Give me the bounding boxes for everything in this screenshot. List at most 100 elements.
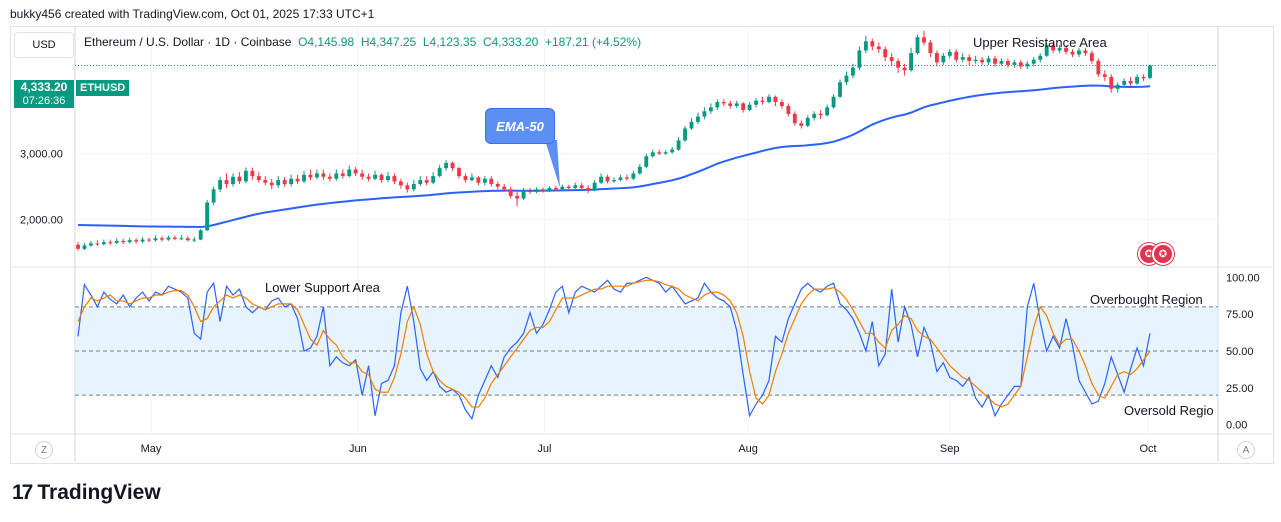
candle-body [1141,76,1146,79]
candle [870,38,875,51]
candle-body [541,189,545,191]
candle-body [676,140,681,150]
candle [205,199,210,231]
candle [863,35,868,54]
candle-body [986,58,991,63]
candle [902,63,907,76]
candle [986,55,991,66]
candle [334,169,339,181]
candle [631,170,636,181]
candle-body [1128,80,1133,84]
candle-body [1096,61,1101,75]
candle [1057,45,1062,54]
candle [941,53,946,66]
candle [909,47,913,72]
candle-body [947,51,952,56]
candle [1077,47,1081,58]
candle [405,182,410,193]
timezone-z-button[interactable]: Z [35,441,53,459]
candle [302,170,306,184]
candle [883,46,888,62]
candle [741,102,746,113]
candle [1115,82,1120,93]
candle-body [250,170,255,177]
candle [424,176,429,186]
candle [172,235,177,241]
candle-body [657,152,662,154]
candle [928,39,933,58]
candle-body [153,238,158,241]
candle [547,186,552,192]
candle [379,173,384,183]
candle [786,103,791,117]
candle-body [799,123,804,126]
candle-body [308,174,313,178]
candle-body [980,59,985,63]
candle-body [1018,62,1023,67]
candle [1044,42,1049,58]
candle-body [88,243,93,246]
candle [670,147,675,154]
stoch-tick-label: 75.00 [1226,309,1254,321]
candle-body [960,57,965,60]
candle-body [327,176,332,179]
candle-body [734,103,739,107]
candle [747,102,752,112]
candle [1038,53,1043,63]
candle-body [140,239,145,242]
candle [114,238,119,245]
candle [1122,78,1127,88]
candle-body [1064,47,1068,52]
month-label: Aug [738,443,758,455]
candle [980,57,985,66]
candle [1012,59,1017,68]
candle [954,49,959,63]
candle-body [263,180,268,183]
candle [508,186,513,199]
candle [889,53,894,66]
candle-body [282,180,287,185]
candle [541,187,545,193]
candle-body [1025,63,1030,67]
candle-body [1115,84,1120,89]
candle [88,240,93,247]
candle-body [967,57,972,62]
candle-body [172,237,177,239]
candle-body [1083,50,1088,54]
ema50-line [77,84,1151,228]
currency-button[interactable]: USD [14,32,74,58]
candle-body [192,239,197,241]
candle-body [870,41,875,47]
candle [947,49,952,59]
candle-body [392,176,397,182]
candle [960,53,965,63]
candle [127,237,132,244]
candle-body [592,182,597,191]
candle [1031,57,1036,67]
candle [418,176,423,187]
candle-body [683,128,687,141]
candle-body [702,111,707,117]
candle [431,172,436,185]
us-flag-icon[interactable]: ✪ [1152,243,1174,265]
candle [192,236,197,243]
candle [734,100,739,108]
grid-lines [10,26,1272,462]
candle-body [1051,45,1056,51]
candle-body [366,176,371,179]
candle [386,172,390,183]
candle-body [243,170,248,182]
candle [1006,58,1010,68]
auto-scale-button[interactable]: A [1237,441,1255,459]
legend-close: C4,333.20 [482,35,539,49]
candle [844,71,849,85]
candle [1083,47,1088,56]
candle-body [231,176,235,185]
candle-body [147,239,151,241]
candle-body [269,182,274,186]
candle [1135,74,1140,85]
candle-body [334,173,339,179]
candle [521,187,526,200]
candle [470,173,474,182]
